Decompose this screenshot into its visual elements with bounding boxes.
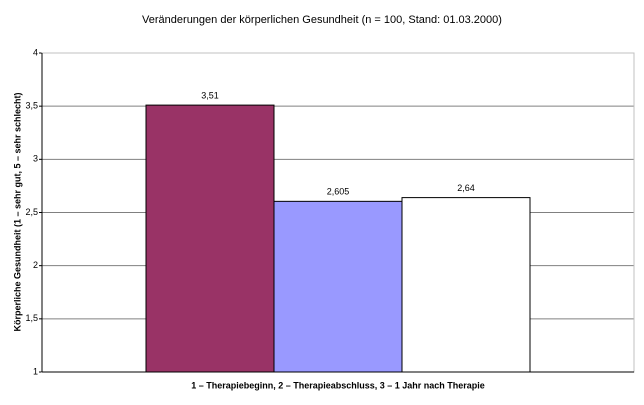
y-axis-label: Körperliche Gesundheit (1 – sehr gut, 5 … bbox=[12, 92, 22, 331]
bar bbox=[401, 197, 531, 373]
y-tick-label: 3,5 bbox=[25, 101, 38, 111]
y-tick-label: 1 bbox=[33, 366, 38, 376]
data-label: 2,64 bbox=[457, 183, 475, 193]
y-tick-label: 4 bbox=[33, 47, 38, 57]
chart-title: Veränderungen der körperlichen Gesundhei… bbox=[142, 14, 502, 26]
y-tick-label: 1,5 bbox=[25, 313, 38, 323]
bar bbox=[145, 104, 275, 373]
y-tick-label: 2,5 bbox=[25, 207, 38, 217]
data-label: 3,51 bbox=[201, 90, 219, 100]
x-axis-label: 1 – Therapiebeginn, 2 – Therapieabschlus… bbox=[191, 380, 485, 390]
y-tick-label: 3 bbox=[33, 154, 38, 164]
data-label: 2,605 bbox=[327, 187, 350, 197]
bar bbox=[273, 200, 403, 373]
y-tick-label: 2 bbox=[33, 260, 38, 270]
